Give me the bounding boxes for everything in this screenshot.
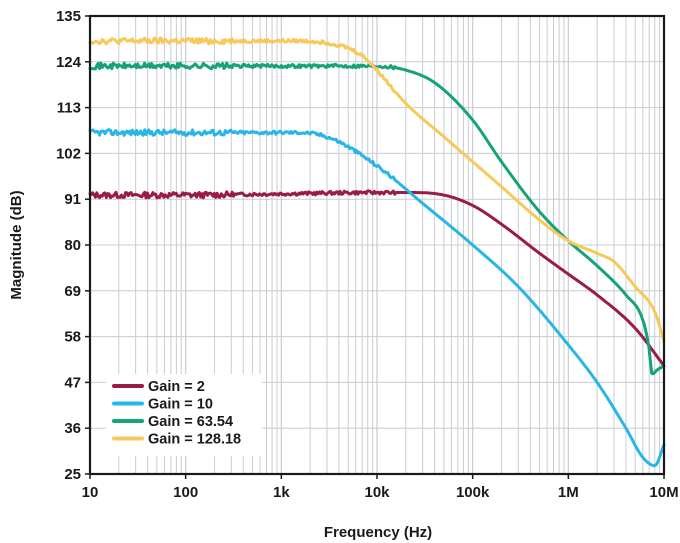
x-axis-title: Frequency (Hz) (324, 524, 432, 541)
y-tick-label: 113 (57, 100, 81, 117)
legend-label: Gain = 10 (148, 397, 213, 413)
y-tick-label: 102 (56, 145, 81, 162)
series-layer (88, 36, 666, 468)
series-line-4 (88, 36, 666, 343)
y-tick-label: 25 (64, 466, 81, 483)
y-tick-label: 36 (64, 420, 81, 437)
ticks-layer: 10 100 1k 10k 100k 1M 10M 25 36 47 58 69 80 91 102 113 1… (56, 8, 679, 501)
y-tick-label: 47 (64, 374, 81, 391)
x-tick-label: 100 (173, 484, 198, 501)
y-tick-label: 80 (64, 237, 81, 254)
x-tick-label: 10k (364, 484, 390, 501)
y-tick-label: 124 (56, 54, 82, 71)
legend-label: Gain = 63.54 (148, 414, 233, 430)
series-line-2 (88, 128, 666, 468)
y-tick-label: 135 (56, 8, 81, 25)
legend-label: Gain = 2 (148, 379, 205, 395)
y-axis-title: Magnitude (dB) (8, 190, 25, 299)
y-tick-label: 58 (64, 329, 81, 346)
x-tick-label: 10M (649, 484, 678, 501)
x-tick-label: 100k (456, 484, 490, 501)
legend-label: Gain = 128.18 (148, 432, 241, 448)
x-tick-label: 1k (273, 484, 290, 501)
y-tick-label: 91 (64, 191, 81, 208)
x-tick-label: 10 (82, 484, 99, 501)
x-tick-label: 1M (558, 484, 579, 501)
y-tick-label: 69 (64, 283, 81, 300)
series-line-1 (88, 189, 666, 368)
